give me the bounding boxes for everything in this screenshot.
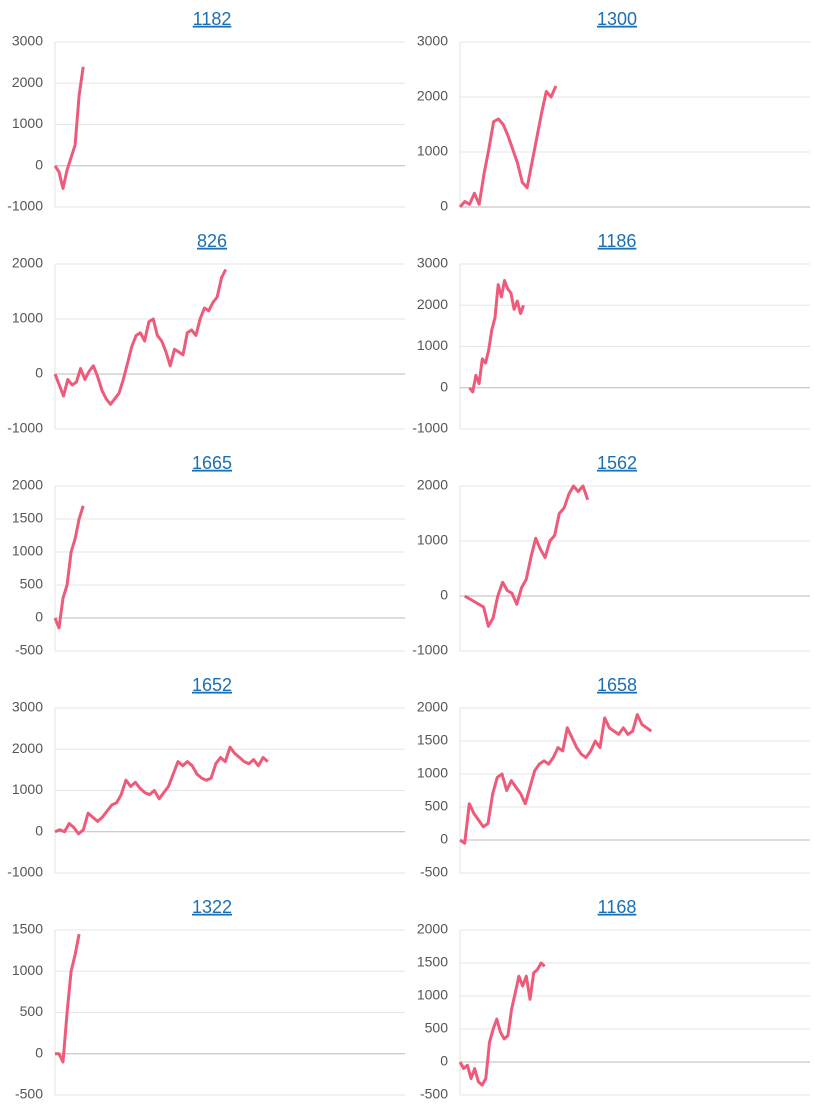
data-line	[53, 268, 228, 406]
data-line	[55, 933, 81, 1064]
y-tick-label: -1000	[7, 420, 43, 436]
y-tick-label: -500	[420, 864, 448, 880]
y-tick-label: 0	[440, 587, 448, 603]
y-tick-label: 0	[440, 198, 448, 214]
y-tick-label: 0	[35, 1044, 43, 1060]
data-line	[459, 713, 653, 845]
y-tick-label: 500	[20, 576, 44, 592]
data-line	[54, 745, 269, 836]
y-tick-label: -1000	[412, 420, 448, 436]
y-tick-label: 1000	[12, 115, 43, 131]
y-tick-label: 1000	[12, 310, 43, 326]
y-tick-label: 2000	[417, 699, 448, 715]
chart-title[interactable]: 1168	[598, 897, 637, 917]
y-tick-label: -500	[420, 1086, 448, 1102]
y-tick-label: 0	[35, 609, 43, 625]
y-tick-label: 500	[425, 1020, 449, 1036]
chart-title[interactable]: 1182	[193, 9, 232, 29]
y-tick-label: 0	[35, 365, 43, 381]
y-tick-label: 1000	[12, 781, 43, 797]
y-tick-label: 0	[440, 378, 448, 394]
y-tick-label: 1000	[417, 765, 448, 781]
y-tick-label: 2000	[417, 88, 448, 104]
y-tick-label: 1000	[12, 962, 43, 978]
y-tick-label: 3000	[417, 255, 448, 271]
data-line	[53, 505, 85, 630]
y-tick-label: -1000	[7, 198, 43, 214]
y-tick-label: 2000	[417, 296, 448, 312]
y-tick-label: 1000	[417, 987, 448, 1003]
data-line	[463, 484, 590, 628]
y-tick-label: -500	[15, 642, 43, 658]
y-tick-label: -500	[15, 1086, 43, 1102]
y-tick-label: 1000	[417, 532, 448, 548]
y-tick-label: 1500	[12, 921, 43, 937]
chart-title[interactable]: 1652	[192, 675, 232, 695]
data-line	[458, 961, 546, 1087]
y-tick-label: 1000	[12, 543, 43, 559]
y-tick-label: -1000	[412, 642, 448, 658]
y-tick-label: 500	[425, 798, 449, 814]
y-tick-label: 500	[20, 1003, 44, 1019]
chart-title[interactable]: 1300	[597, 9, 637, 29]
y-tick-label: 2000	[417, 477, 448, 493]
y-tick-label: 0	[35, 156, 43, 172]
chart-title[interactable]: 1322	[192, 897, 232, 917]
chart-title[interactable]: 1665	[192, 453, 232, 473]
y-tick-label: 1500	[12, 510, 43, 526]
data-line	[53, 66, 85, 190]
y-tick-label: 2000	[12, 740, 43, 756]
y-tick-label: 1000	[417, 143, 448, 159]
y-tick-label: 3000	[417, 33, 448, 49]
y-tick-label: 2000	[12, 255, 43, 271]
y-tick-label: 2000	[12, 477, 43, 493]
y-tick-label: 3000	[12, 33, 43, 49]
data-line	[468, 279, 526, 394]
data-line	[458, 85, 558, 208]
y-tick-label: 1000	[417, 337, 448, 353]
y-tick-label: 2000	[417, 921, 448, 937]
y-tick-label: 1500	[417, 732, 448, 748]
y-tick-label: 0	[440, 1053, 448, 1069]
y-tick-label: 0	[35, 822, 43, 838]
chart-title[interactable]: 826	[197, 231, 227, 251]
y-tick-label: 1500	[417, 954, 448, 970]
y-tick-label: 2000	[12, 74, 43, 90]
y-tick-label: 0	[440, 831, 448, 847]
chart-title[interactable]: 1562	[597, 453, 637, 473]
chart-title[interactable]: 1186	[598, 231, 637, 251]
y-tick-label: 3000	[12, 699, 43, 715]
chart-title[interactable]: 1658	[597, 675, 637, 695]
y-tick-label: -1000	[7, 864, 43, 880]
